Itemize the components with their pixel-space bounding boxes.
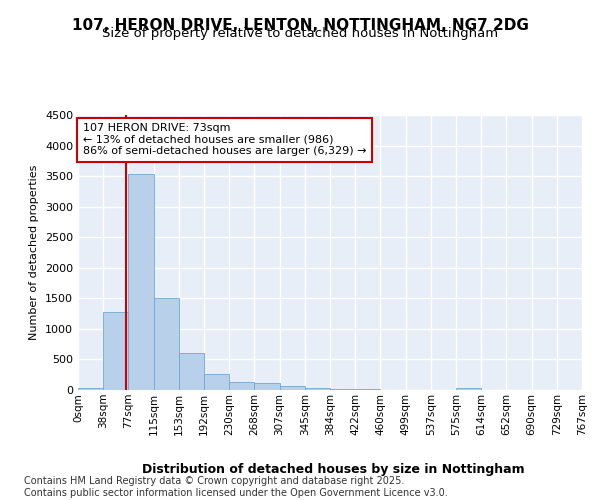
- Text: Size of property relative to detached houses in Nottingham: Size of property relative to detached ho…: [102, 28, 498, 40]
- Text: Distribution of detached houses by size in Nottingham: Distribution of detached houses by size …: [142, 462, 524, 475]
- Bar: [330, 389, 355, 390]
- Text: 107 HERON DRIVE: 73sqm
← 13% of detached houses are smaller (986)
86% of semi-de: 107 HERON DRIVE: 73sqm ← 13% of detached…: [83, 123, 367, 156]
- Text: 107, HERON DRIVE, LENTON, NOTTINGHAM, NG7 2DG: 107, HERON DRIVE, LENTON, NOTTINGHAM, NG…: [71, 18, 529, 32]
- Bar: [456, 388, 481, 390]
- Bar: [254, 382, 280, 390]
- Bar: [78, 388, 103, 390]
- Bar: [154, 298, 179, 390]
- Bar: [280, 386, 305, 390]
- Bar: [204, 374, 229, 390]
- Y-axis label: Number of detached properties: Number of detached properties: [29, 165, 40, 340]
- Bar: [179, 354, 204, 390]
- Bar: [305, 388, 330, 390]
- Bar: [103, 312, 128, 390]
- Text: Contains HM Land Registry data © Crown copyright and database right 2025.
Contai: Contains HM Land Registry data © Crown c…: [24, 476, 448, 498]
- Bar: [229, 382, 254, 390]
- Bar: [128, 174, 154, 390]
